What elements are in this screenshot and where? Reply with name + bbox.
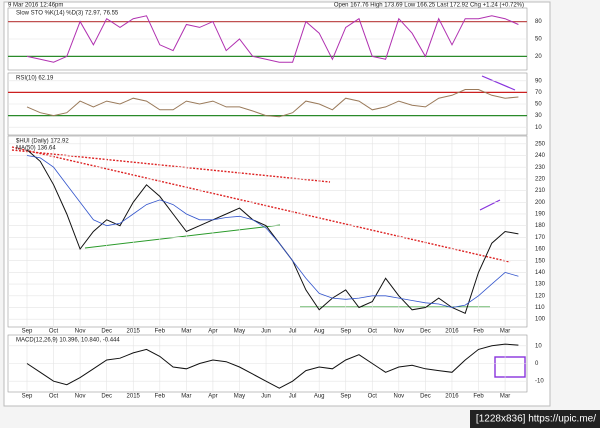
x-tick-label: May [234, 329, 245, 335]
y-tick-label: 0 [535, 361, 539, 367]
y-tick-label: 200 [535, 200, 546, 206]
x-tick-label: Sep [22, 394, 33, 400]
x-tick-label: Oct [368, 329, 378, 335]
x-tick-label: Jul [289, 329, 297, 335]
y-tick-label: 50 [535, 37, 542, 43]
y-tick-label: 150 [535, 258, 546, 264]
x-tick-label: 2015 [127, 394, 141, 400]
x-tick-label: Jun [261, 394, 271, 400]
legend-label: MACD(12,26,9) 10.396, 10.840, -0.444 [16, 338, 120, 344]
x-tick-label: Dec [101, 394, 112, 400]
y-tick-label: 190 [535, 212, 546, 218]
y-tick-label: 160 [535, 247, 546, 253]
x-tick-label: Jun [261, 329, 271, 335]
legend-label: MA(50) 136.64 [16, 146, 56, 152]
arrow [479, 199, 501, 211]
y-tick-label: 30 [535, 113, 542, 119]
x-tick-label: Oct [49, 329, 59, 335]
x-tick-label: 2016 [445, 329, 459, 335]
legend-label: RSI(10) 62.19 [16, 76, 54, 82]
x-tick-label: Nov [394, 329, 405, 335]
x-tick-label: Mar [500, 394, 510, 400]
y-tick-label: 90 [535, 78, 542, 84]
series-line [26, 15, 519, 63]
header-quote: Open 167.76 High 173.69 Low 166.25 Last … [334, 3, 524, 9]
x-tick-label: Sep [22, 329, 33, 335]
series-line [26, 149, 519, 314]
y-tick-label: 130 [535, 282, 546, 288]
legend-label: Slow STO %K(14) %D(3) 72.97, 76.55 [16, 11, 119, 17]
footer: [1228x836] https://upic.me/ [476, 414, 596, 425]
y-tick-label: 50 [535, 102, 542, 108]
series-line [26, 343, 519, 389]
trendline [11, 146, 511, 263]
trendline [84, 224, 281, 249]
y-tick-label: 180 [535, 223, 546, 229]
x-tick-label: Aug [314, 329, 325, 335]
y-tick-label: 210 [535, 188, 546, 194]
footer-box [470, 410, 600, 428]
x-tick-label: Oct [49, 394, 59, 400]
frame [3, 1, 551, 407]
x-tick-label: Jul [289, 394, 297, 400]
series-line [26, 155, 519, 308]
y-tick-label: 170 [535, 235, 546, 241]
x-tick-label: Sep [340, 329, 351, 335]
x-tick-label: Apr [208, 329, 217, 335]
panel [7, 135, 528, 328]
y-tick-label: 80 [535, 19, 542, 25]
x-tick-label: Aug [314, 394, 325, 400]
x-tick-label: Nov [75, 329, 86, 335]
series-line [26, 89, 519, 118]
x-tick-label: 2015 [127, 329, 141, 335]
y-tick-label: 220 [535, 176, 546, 182]
y-tick-label: 120 [535, 293, 546, 299]
header-date: 9 Mar 2016 12:46pm [8, 3, 63, 9]
x-tick-label: Feb [155, 329, 166, 335]
x-tick-label: Dec [420, 329, 431, 335]
x-tick-label: Nov [75, 394, 86, 400]
x-tick-label: Mar [181, 394, 191, 400]
y-tick-label: 10 [535, 125, 542, 131]
y-tick-label: 110 [535, 305, 545, 311]
legend-label: $HUI (Daily) 172.92 [16, 139, 69, 145]
y-tick-label: 100 [535, 317, 546, 323]
y-tick-label: 70 [535, 90, 542, 96]
x-tick-label: Apr [208, 394, 217, 400]
y-tick-label: 250 [535, 141, 546, 147]
x-tick-label: 2016 [445, 394, 459, 400]
arrow [481, 75, 516, 91]
x-tick-label: Mar [181, 329, 191, 335]
x-tick-label: May [234, 394, 245, 400]
x-tick-label: Feb [473, 329, 484, 335]
y-tick-label: 230 [535, 165, 546, 171]
y-tick-label: 10 [535, 343, 542, 349]
y-tick-label: -10 [535, 379, 544, 385]
x-tick-label: Nov [394, 394, 405, 400]
highlight-box [494, 356, 526, 378]
x-tick-label: Dec [101, 329, 112, 335]
y-tick-label: 20 [535, 54, 542, 60]
y-tick-label: 240 [535, 153, 546, 159]
x-tick-label: Oct [368, 394, 378, 400]
y-tick-label: 140 [535, 270, 546, 276]
x-tick-label: Dec [420, 394, 431, 400]
x-tick-label: Mar [500, 329, 510, 335]
x-tick-label: Sep [340, 394, 351, 400]
x-tick-label: Feb [155, 394, 166, 400]
x-tick-label: Feb [473, 394, 484, 400]
